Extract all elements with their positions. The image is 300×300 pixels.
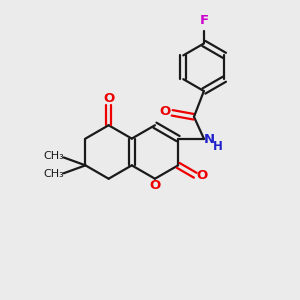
Text: CH₃: CH₃ [44, 169, 64, 179]
Text: O: O [196, 169, 208, 182]
Text: N: N [203, 133, 214, 146]
Text: H: H [213, 140, 223, 153]
Text: CH₃: CH₃ [44, 152, 64, 161]
Text: O: O [160, 105, 171, 119]
Text: F: F [199, 14, 208, 27]
Text: O: O [149, 179, 161, 192]
Text: O: O [103, 92, 114, 105]
